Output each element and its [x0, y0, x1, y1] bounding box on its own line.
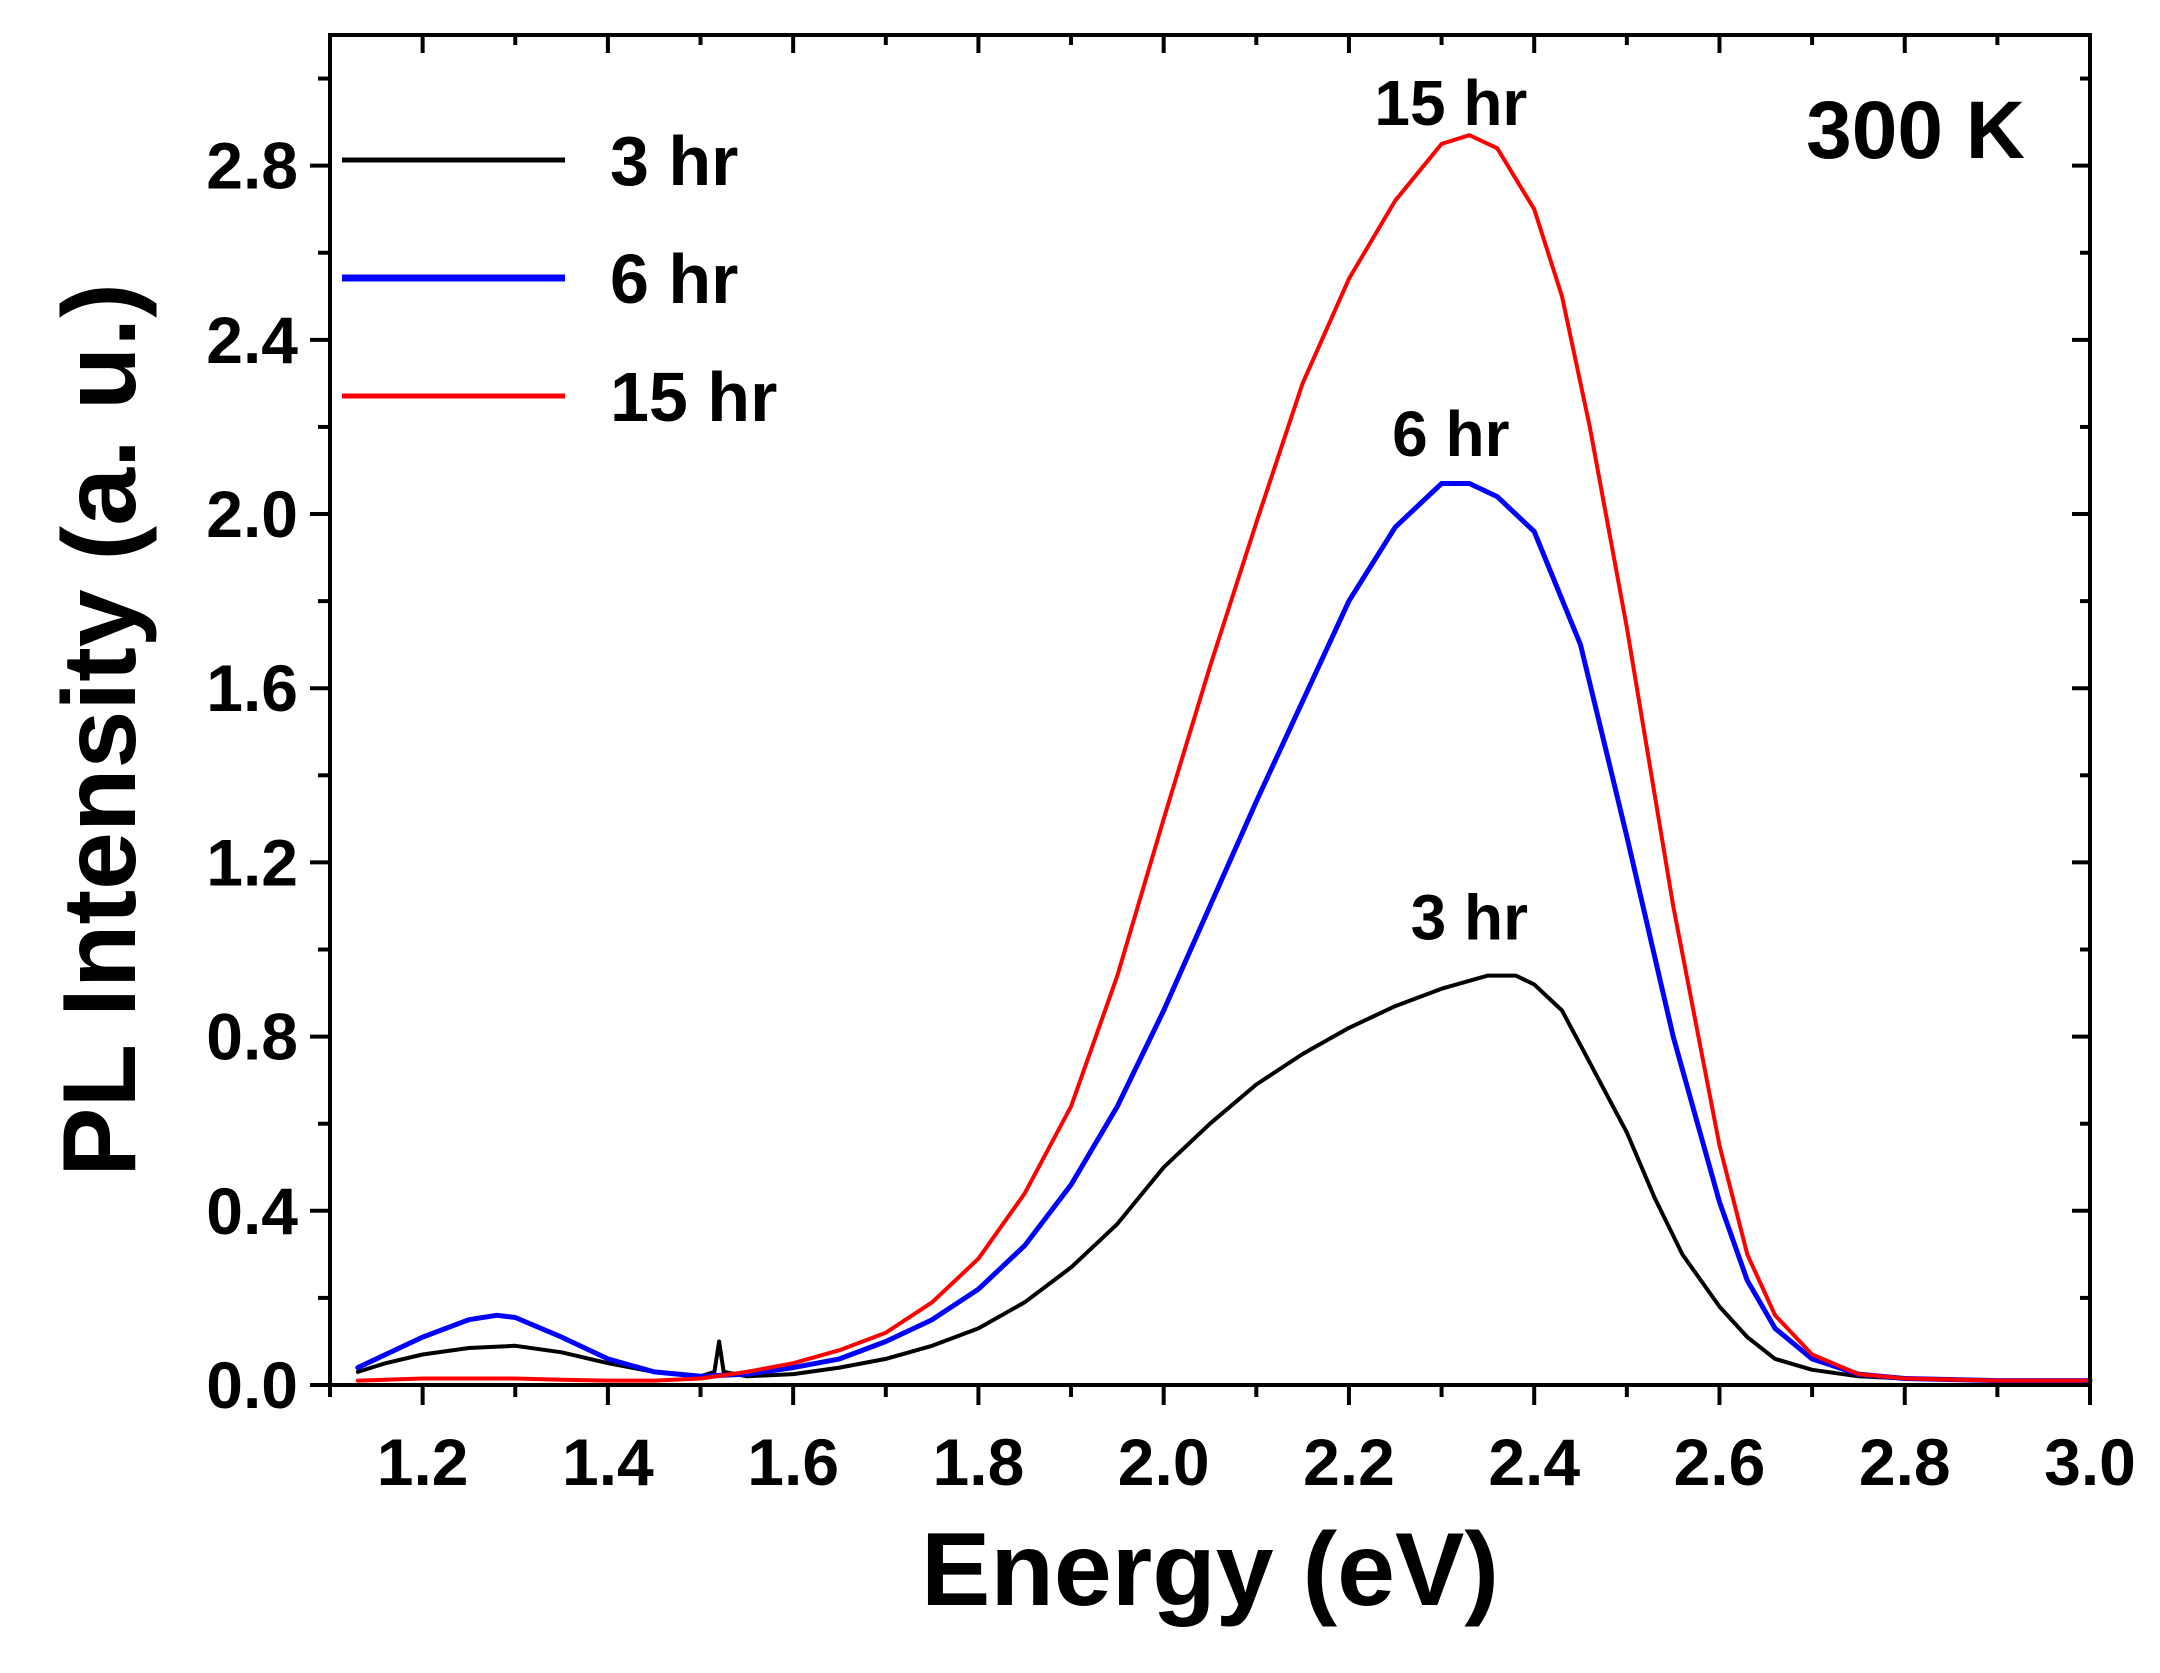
legend-label: 6 hr	[610, 240, 738, 318]
x-tick-label: 3.0	[2044, 1425, 2136, 1499]
series-line-6-hr	[355, 481, 2093, 1384]
y-tick-label: 0.4	[206, 1174, 298, 1248]
x-tick-label: 2.6	[1674, 1425, 1766, 1499]
peak-labels: 3 hr 6 hr 15 hr	[1374, 67, 1528, 953]
x-axis-title: Energy (eV)	[921, 1512, 1499, 1628]
x-tick-label: 1.8	[933, 1425, 1025, 1499]
y-tick-label: 2.8	[206, 129, 298, 203]
y-tick-label: 0.8	[206, 1000, 298, 1074]
x-tick-label: 2.4	[1488, 1425, 1580, 1499]
peak-label: 3 hr	[1411, 882, 1528, 954]
x-tick-label: 1.2	[377, 1425, 469, 1499]
y-tick-label: 1.2	[206, 825, 298, 899]
data-series	[355, 133, 2093, 1384]
y-tick-label: 2.0	[206, 477, 298, 551]
legend-label: 3 hr	[610, 122, 738, 200]
y-tick-label: 2.4	[206, 303, 298, 377]
x-tick-label: 2.8	[1859, 1425, 1951, 1499]
y-tick-label: 0.0	[206, 1348, 298, 1422]
x-tick-label: 1.4	[562, 1425, 654, 1499]
y-tick-label: 1.6	[206, 651, 298, 725]
series-line-15-hr	[355, 133, 2092, 1383]
y-axis-title: PL Intensity (a. u.)	[42, 283, 158, 1177]
peak-label: 6 hr	[1392, 398, 1509, 470]
peak-label: 15 hr	[1374, 67, 1527, 139]
tick-labels: 1.2 1.4 1.6 1.8 2.0 2.2 2.4 2.6 2.8 3.0 0.0 0.4 0.8 1…	[206, 129, 2136, 1499]
legend: 3 hr 6 hr 15 hr	[342, 122, 777, 436]
legend-label: 15 hr	[610, 358, 777, 436]
x-tick-label: 2.0	[1118, 1425, 1210, 1499]
x-tick-label: 2.2	[1303, 1425, 1395, 1499]
plot-frame	[328, 33, 2092, 1387]
temperature-annotation: 300 K	[1806, 85, 2025, 176]
x-tick-label: 1.6	[747, 1425, 839, 1499]
